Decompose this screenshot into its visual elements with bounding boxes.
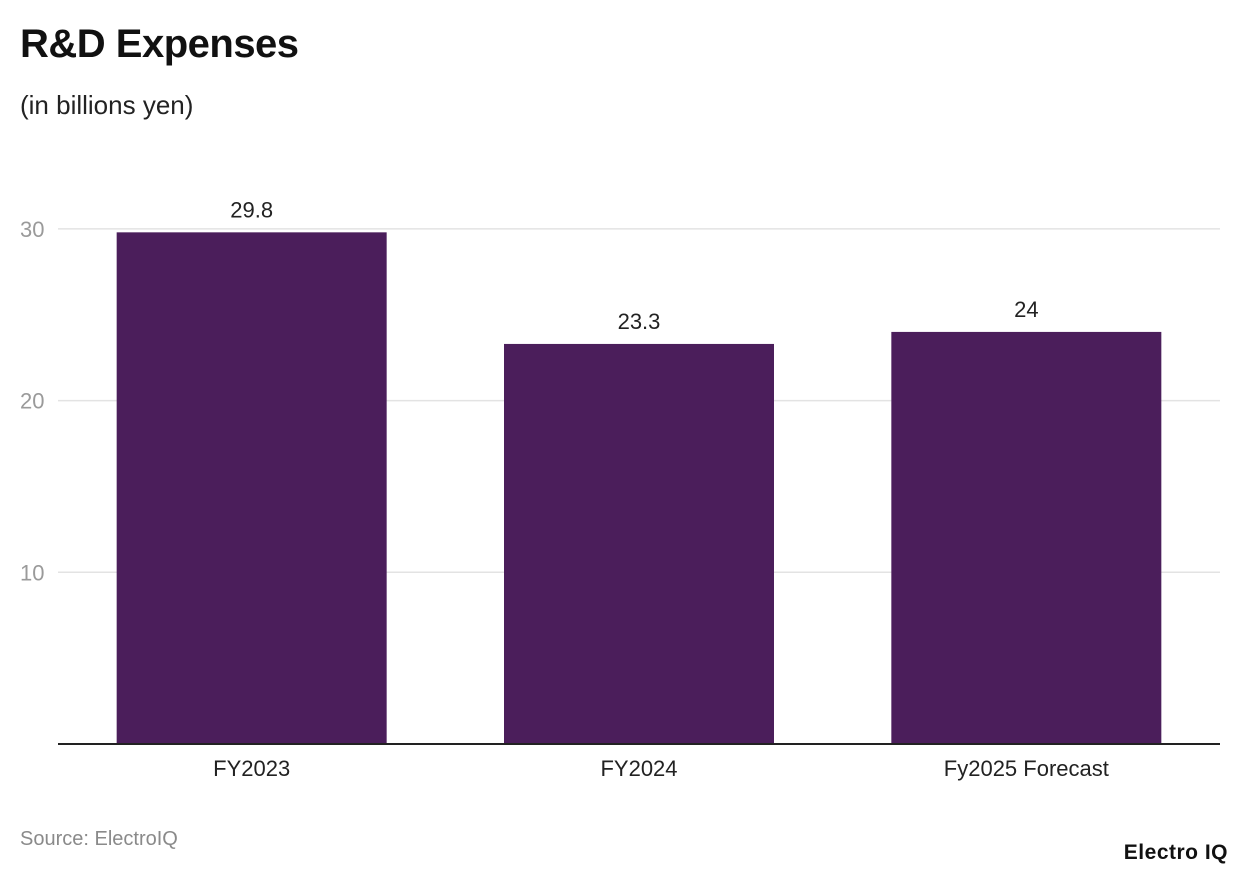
data-label: 23.3 — [618, 309, 661, 334]
chart-title: R&D Expenses — [20, 22, 299, 66]
data-label: 24 — [1014, 297, 1038, 322]
y-tick-label: 30 — [20, 217, 44, 242]
bar-fy2024 — [504, 343, 774, 744]
data-label: 29.8 — [230, 197, 273, 222]
bar-fy2025-forecast — [891, 331, 1162, 744]
y-tick-label: 20 — [20, 389, 44, 414]
x-tick-label: Fy2025 Forecast — [944, 756, 1109, 781]
x-tick-label: FY2023 — [213, 756, 290, 781]
source-note: Source: ElectroIQ — [20, 828, 178, 850]
brand-logo: Electro IQ — [1123, 841, 1228, 864]
chart-subtitle: (in billions yen) — [20, 90, 194, 120]
bars — [116, 232, 1162, 745]
labels: 10 20 30 29.8 FY2023 23.3 FY2024 24 Fy2025 Forec… — [20, 197, 1109, 781]
y-tick-label: 10 — [20, 560, 44, 585]
x-tick-label: FY2024 — [600, 756, 677, 781]
bar-fy2023 — [116, 232, 387, 745]
